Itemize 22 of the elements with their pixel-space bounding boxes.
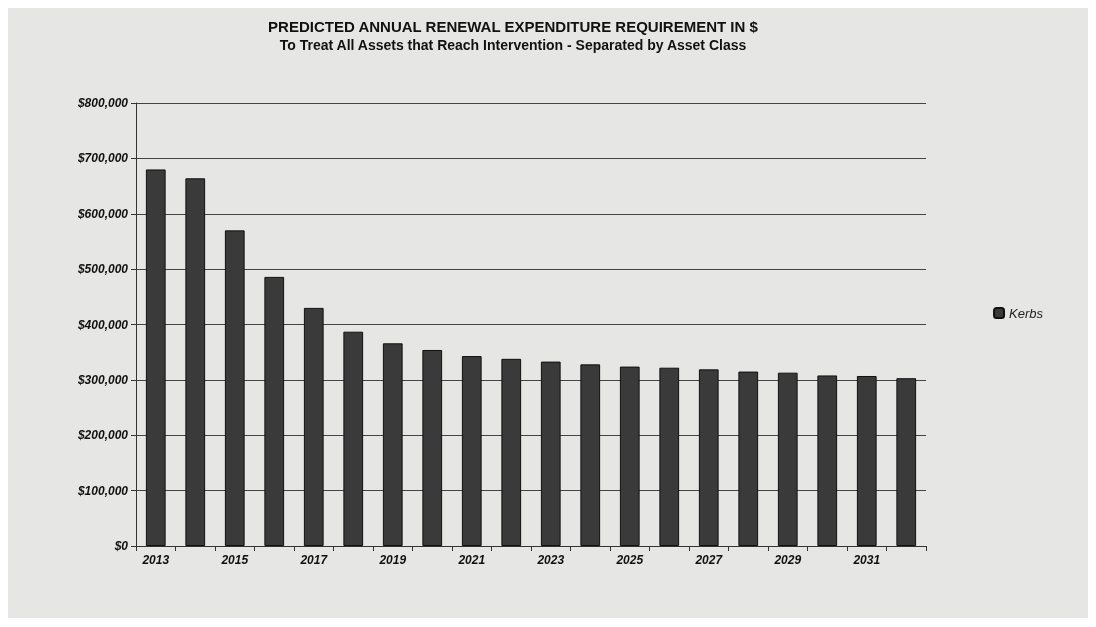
chart-title: PREDICTED ANNUAL RENEWAL EXPENDITURE REQUIREMENT IN $ <box>268 18 759 35</box>
y-tick-label: $0 <box>113 539 129 553</box>
y-tick-label: $200,000 <box>76 428 129 443</box>
chart-subtitle: To Treat All Assets that Reach Intervention - Separated by Asset Class <box>279 37 747 53</box>
x-tick-label: 2019 <box>378 553 407 567</box>
y-tick-label: $300,000 <box>76 372 129 387</box>
x-tick-label: 2031 <box>852 553 881 567</box>
y-tick-label: $800,000 <box>76 96 129 110</box>
x-tick-label: 2027 <box>694 553 724 567</box>
x-tick-label: 2017 <box>299 553 329 567</box>
x-tick-label: 2023 <box>536 553 565 567</box>
x-tick-label: 2021 <box>457 553 486 567</box>
y-tick-label: $100,000 <box>76 483 129 498</box>
x-tick-label: 2013 <box>141 553 170 567</box>
x-tick-label: 2015 <box>220 553 249 567</box>
legend-label: Kerbs <box>1009 305 1044 321</box>
y-tick-label: $500,000 <box>76 262 129 277</box>
y-tick-label: $700,000 <box>76 151 129 166</box>
x-tick-label: 2025 <box>615 553 644 567</box>
y-tick-label: $400,000 <box>76 317 129 332</box>
x-tick-label: 2029 <box>773 553 802 567</box>
y-tick-label: $600,000 <box>76 206 129 221</box>
